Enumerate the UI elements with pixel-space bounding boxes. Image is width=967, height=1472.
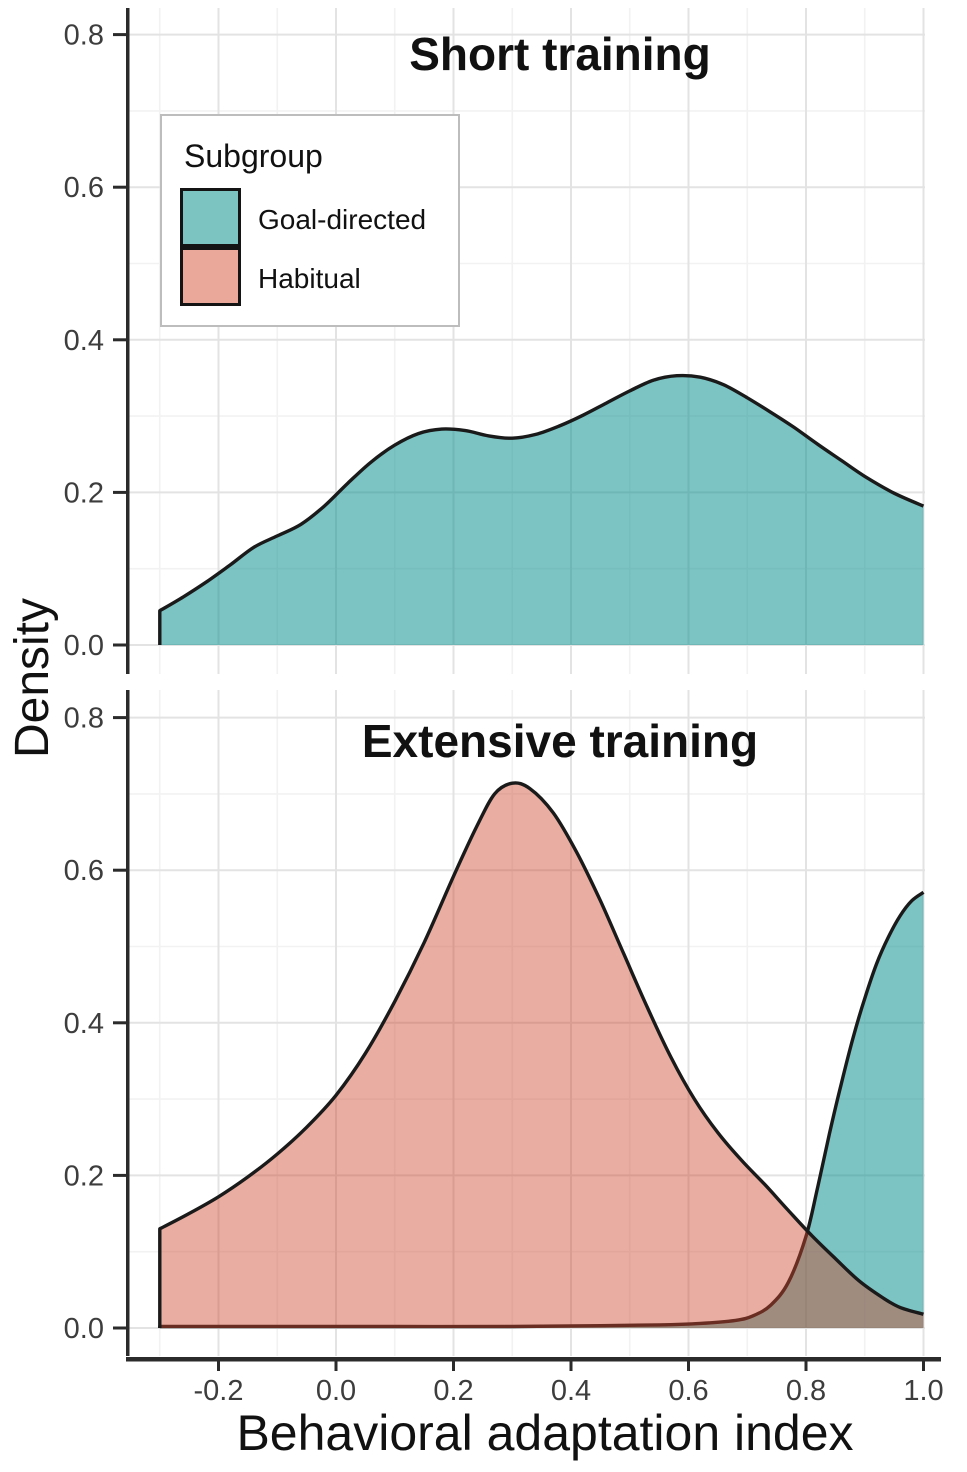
panel-short-training: 0.0 0.2 0.4 0.6 0.8 (64, 8, 925, 674)
density-curve-goal-directed (158, 890, 925, 1329)
legend-title: Subgroup (184, 138, 323, 174)
y-tick (113, 1021, 126, 1025)
y-tick (113, 185, 126, 189)
density-area-goal-directed (159, 375, 924, 645)
y-tick-label: 0.4 (64, 325, 104, 357)
panel-title-short-training: Short training (409, 28, 711, 80)
density-area-goal-directed (159, 892, 924, 1328)
legend-swatch-habitual (180, 247, 241, 306)
x-axis-title: Behavioral adaptation index (236, 1405, 854, 1461)
y-tick-label: 0.6 (64, 172, 104, 204)
x-tick-label: 0.6 (668, 1375, 708, 1407)
y-tick (113, 643, 126, 647)
x-tick-label: 1.0 (903, 1375, 943, 1407)
y-tick-label: 0.8 (64, 703, 104, 735)
legend-label-goal-directed: Goal-directed (258, 204, 427, 235)
x-tick (569, 1361, 573, 1371)
y-tick (113, 1173, 126, 1177)
density-curve-goal-directed (158, 373, 925, 645)
x-tick-label: 0.2 (433, 1375, 473, 1407)
x-tick (687, 1361, 690, 1371)
density-curve-habitual (158, 781, 924, 1328)
y-tick-label: 0.0 (64, 1313, 104, 1345)
x-tick (452, 1361, 455, 1371)
x-tick-label: 0.8 (786, 1375, 826, 1407)
x-tick-label: 0.0 (316, 1375, 356, 1407)
x-tick (804, 1361, 808, 1371)
y-tick-label: 0.6 (64, 855, 104, 887)
x-tick (334, 1361, 338, 1371)
y-axis-title: Density (6, 597, 59, 759)
x-tick-label: -0.2 (194, 1375, 244, 1407)
panel-extensive-training: 0.0 0.2 0.4 0.6 0.8 (64, 690, 925, 1356)
x-axis-line (126, 1357, 941, 1362)
x-tick-label: 0.4 (551, 1375, 591, 1407)
y-tick (113, 868, 126, 872)
y-tick (113, 490, 126, 494)
density-area-habitual (159, 782, 924, 1328)
y-tick-label: 0.0 (64, 630, 104, 662)
x-tick (217, 1361, 220, 1371)
y-tick-label: 0.2 (64, 477, 104, 509)
y-tick-label: 0.2 (64, 1160, 104, 1192)
panel-title-extensive-training: Extensive training (361, 715, 759, 767)
legend: Subgroup Goal-directed Habitual (160, 114, 460, 327)
legend-swatch-goal-directed (180, 188, 241, 247)
y-axis-line (126, 690, 130, 1356)
y-axis-line (126, 8, 130, 674)
y-tick-label: 0.8 (64, 20, 104, 52)
y-tick (113, 33, 126, 37)
x-tick (922, 1361, 925, 1371)
y-tick-label: 0.4 (64, 1008, 104, 1040)
legend-label-habitual: Habitual (258, 263, 361, 294)
y-tick (113, 1326, 126, 1330)
y-tick (113, 716, 126, 720)
y-tick (113, 338, 126, 342)
